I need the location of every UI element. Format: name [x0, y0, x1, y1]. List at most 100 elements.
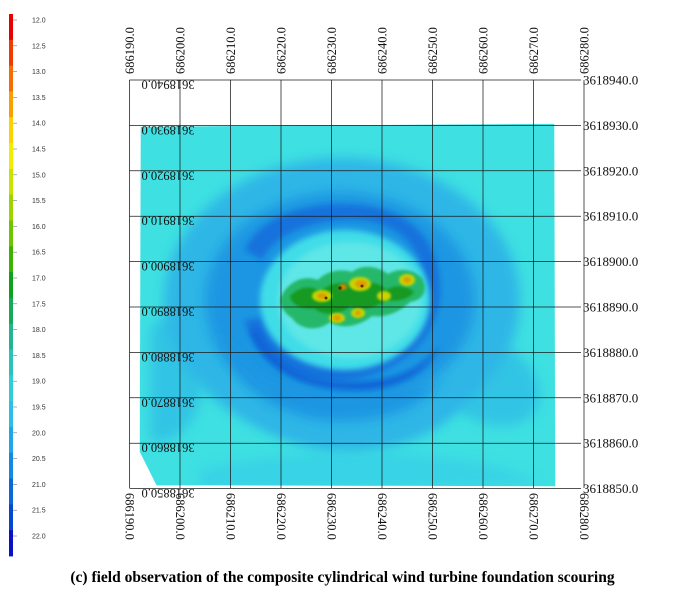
- y-axis-label-right: 3618900.0: [583, 254, 638, 269]
- legend-swatch: [9, 194, 13, 221]
- legend-swatch: [9, 452, 13, 479]
- x-axis-label-top: 686220.0: [275, 27, 289, 74]
- peak-orange: [355, 310, 361, 316]
- legend-tick-label: 15.0: [32, 172, 46, 179]
- legend-swatch: [9, 220, 13, 247]
- peak-orange: [403, 277, 411, 283]
- y-axis-label-right: 3618870.0: [583, 390, 638, 405]
- legend-color-bar: [9, 14, 13, 557]
- x-axis-label-bottom: 686200.0: [173, 493, 187, 540]
- legend-swatch: [9, 478, 13, 505]
- y-axis-label-left: 3618910.0: [142, 214, 195, 228]
- peak-dark-spot: [360, 284, 364, 288]
- legend-swatch: [9, 297, 13, 325]
- legend-tick-label: 16.0: [32, 224, 46, 231]
- x-axis-label-top: 686280.0: [578, 27, 592, 74]
- legend-tick-label: 20.0: [32, 430, 46, 437]
- y-axis-label-right: 3618920.0: [583, 163, 638, 178]
- legend-tick-label: 14.0: [32, 121, 46, 128]
- y-axis-labels-left: 3618940.0 3618930.0 3618920.0 3618910.0 3618…: [142, 78, 195, 501]
- legend-tick-label: 13.5: [32, 95, 46, 102]
- legend-swatch: [9, 401, 13, 428]
- legend-tick-label: 15.5: [32, 198, 46, 205]
- x-axis-label-top: 686190.0: [123, 27, 137, 74]
- legend-swatch: [9, 375, 13, 402]
- legend-swatch: [9, 143, 13, 170]
- legend-tick-label: 12.5: [32, 43, 46, 50]
- y-axis-label-left: 3618890.0: [142, 305, 195, 319]
- legend-tick-label: 21.0: [32, 482, 46, 489]
- y-axis-label-right: 3618930.0: [583, 118, 638, 133]
- legend-swatch: [9, 246, 13, 273]
- y-axis-label-left: 3618900.0: [142, 259, 195, 273]
- legend-tick-label: 13.0: [32, 69, 46, 76]
- legend-tick-label: 22.0: [32, 534, 46, 541]
- x-axis-label-bottom: 686250.0: [426, 493, 440, 540]
- y-axis-label-right: 3618850.0: [583, 481, 638, 496]
- x-axis-label-top: 686250.0: [426, 27, 440, 74]
- x-axis-label-bottom: 686240.0: [375, 493, 389, 540]
- legend-tick-label: 16.5: [32, 250, 46, 257]
- legend-tick-label: 14.5: [32, 147, 46, 154]
- scour-contour-map: 12.0 12.5 13.0 13.5 14.0 14.5 15.0 15.5 16.0 16.5…: [9, 14, 638, 557]
- ridge-green-dark: [290, 282, 414, 314]
- legend-swatch: [9, 91, 13, 118]
- x-axis-labels-top: 686190.0 686200.0 686210.0 686220.0 686230.0…: [123, 27, 592, 74]
- y-axis-label-right: 3618860.0: [583, 436, 638, 451]
- legend-tick-label: 17.5: [32, 301, 46, 308]
- x-axis-label-bottom: 686230.0: [325, 493, 339, 540]
- y-axis-label-left: 3618930.0: [142, 123, 195, 137]
- x-axis-label-bottom: 686190.0: [123, 493, 137, 540]
- peak-yellow: [377, 291, 391, 301]
- x-axis-label-bottom: 686210.0: [224, 493, 238, 540]
- x-axis-labels-bottom: 686190.0 686200.0 686210.0 686220.0 686230.0…: [123, 493, 592, 540]
- scour-ring-outer-ext: [190, 320, 470, 451]
- legend-swatch: [9, 323, 13, 350]
- y-axis-label-left: 3618940.0: [142, 78, 195, 92]
- color-legend: 12.0 12.5 13.0 13.5 14.0 14.5 15.0 15.5 16.0 16.5…: [9, 14, 46, 557]
- x-axis-label-top: 686240.0: [376, 27, 390, 74]
- coordinate-grid: [129, 79, 585, 489]
- x-axis-label-bottom: 686280.0: [577, 493, 591, 540]
- legend-swatch: [9, 272, 13, 299]
- x-axis-label-bottom: 686270.0: [527, 493, 541, 540]
- peak-orange: [333, 315, 341, 321]
- peak-dark-spot: [324, 296, 328, 300]
- x-axis-label-top: 686210.0: [224, 27, 238, 74]
- legend-tick-labels: 12.0 12.5 13.0 13.5 14.0 14.5 15.0 15.5 16.0 16.5…: [13, 18, 46, 541]
- y-axis-label-right: 3618940.0: [583, 73, 638, 88]
- legend-tick-label: 19.5: [32, 405, 46, 412]
- y-axis-label-left: 3618860.0: [142, 441, 195, 455]
- x-axis-label-top: 686270.0: [527, 27, 541, 74]
- peak-orange: [317, 293, 327, 299]
- legend-swatch: [9, 349, 13, 376]
- scour-deep-arc-lower: [250, 330, 440, 391]
- legend-swatch: [9, 39, 13, 67]
- legend-tick-label: 19.0: [32, 379, 46, 386]
- figure-caption: (c) field observation of the composite c…: [70, 569, 615, 586]
- legend-swatch: [9, 14, 13, 41]
- x-axis-label-top: 686230.0: [325, 27, 339, 74]
- x-axis-label-bottom: 686220.0: [274, 493, 288, 540]
- y-axis-label-left: 3618850.0: [142, 486, 195, 500]
- scour-ring-mid-ext: [215, 330, 440, 421]
- legend-swatch: [9, 65, 13, 92]
- legend-swatch: [9, 530, 13, 557]
- terrain-surface: [139, 123, 556, 487]
- legend-swatch: [9, 168, 13, 196]
- legend-tick-label: 12.0: [32, 18, 46, 25]
- legend-swatch: [9, 117, 13, 144]
- y-axis-label-right: 3618910.0: [583, 209, 638, 224]
- legend-tick-label: 21.5: [32, 508, 46, 515]
- legend-tick-label: 18.0: [32, 327, 46, 334]
- x-axis-label-top: 686200.0: [174, 27, 188, 74]
- legend-swatch: [9, 426, 13, 454]
- legend-tick-label: 17.0: [32, 276, 46, 283]
- y-axis-label-left: 3618870.0: [142, 395, 195, 409]
- y-axis-label-left: 3618920.0: [142, 168, 195, 182]
- terrain-patch: [200, 453, 540, 487]
- x-axis-label-top: 686260.0: [477, 27, 491, 74]
- y-axis-labels-right: 3618940.0 3618930.0 3618920.0 3618910.0 3618…: [583, 73, 638, 497]
- legend-tick-label: 18.5: [32, 353, 46, 360]
- peak-orange: [355, 280, 367, 288]
